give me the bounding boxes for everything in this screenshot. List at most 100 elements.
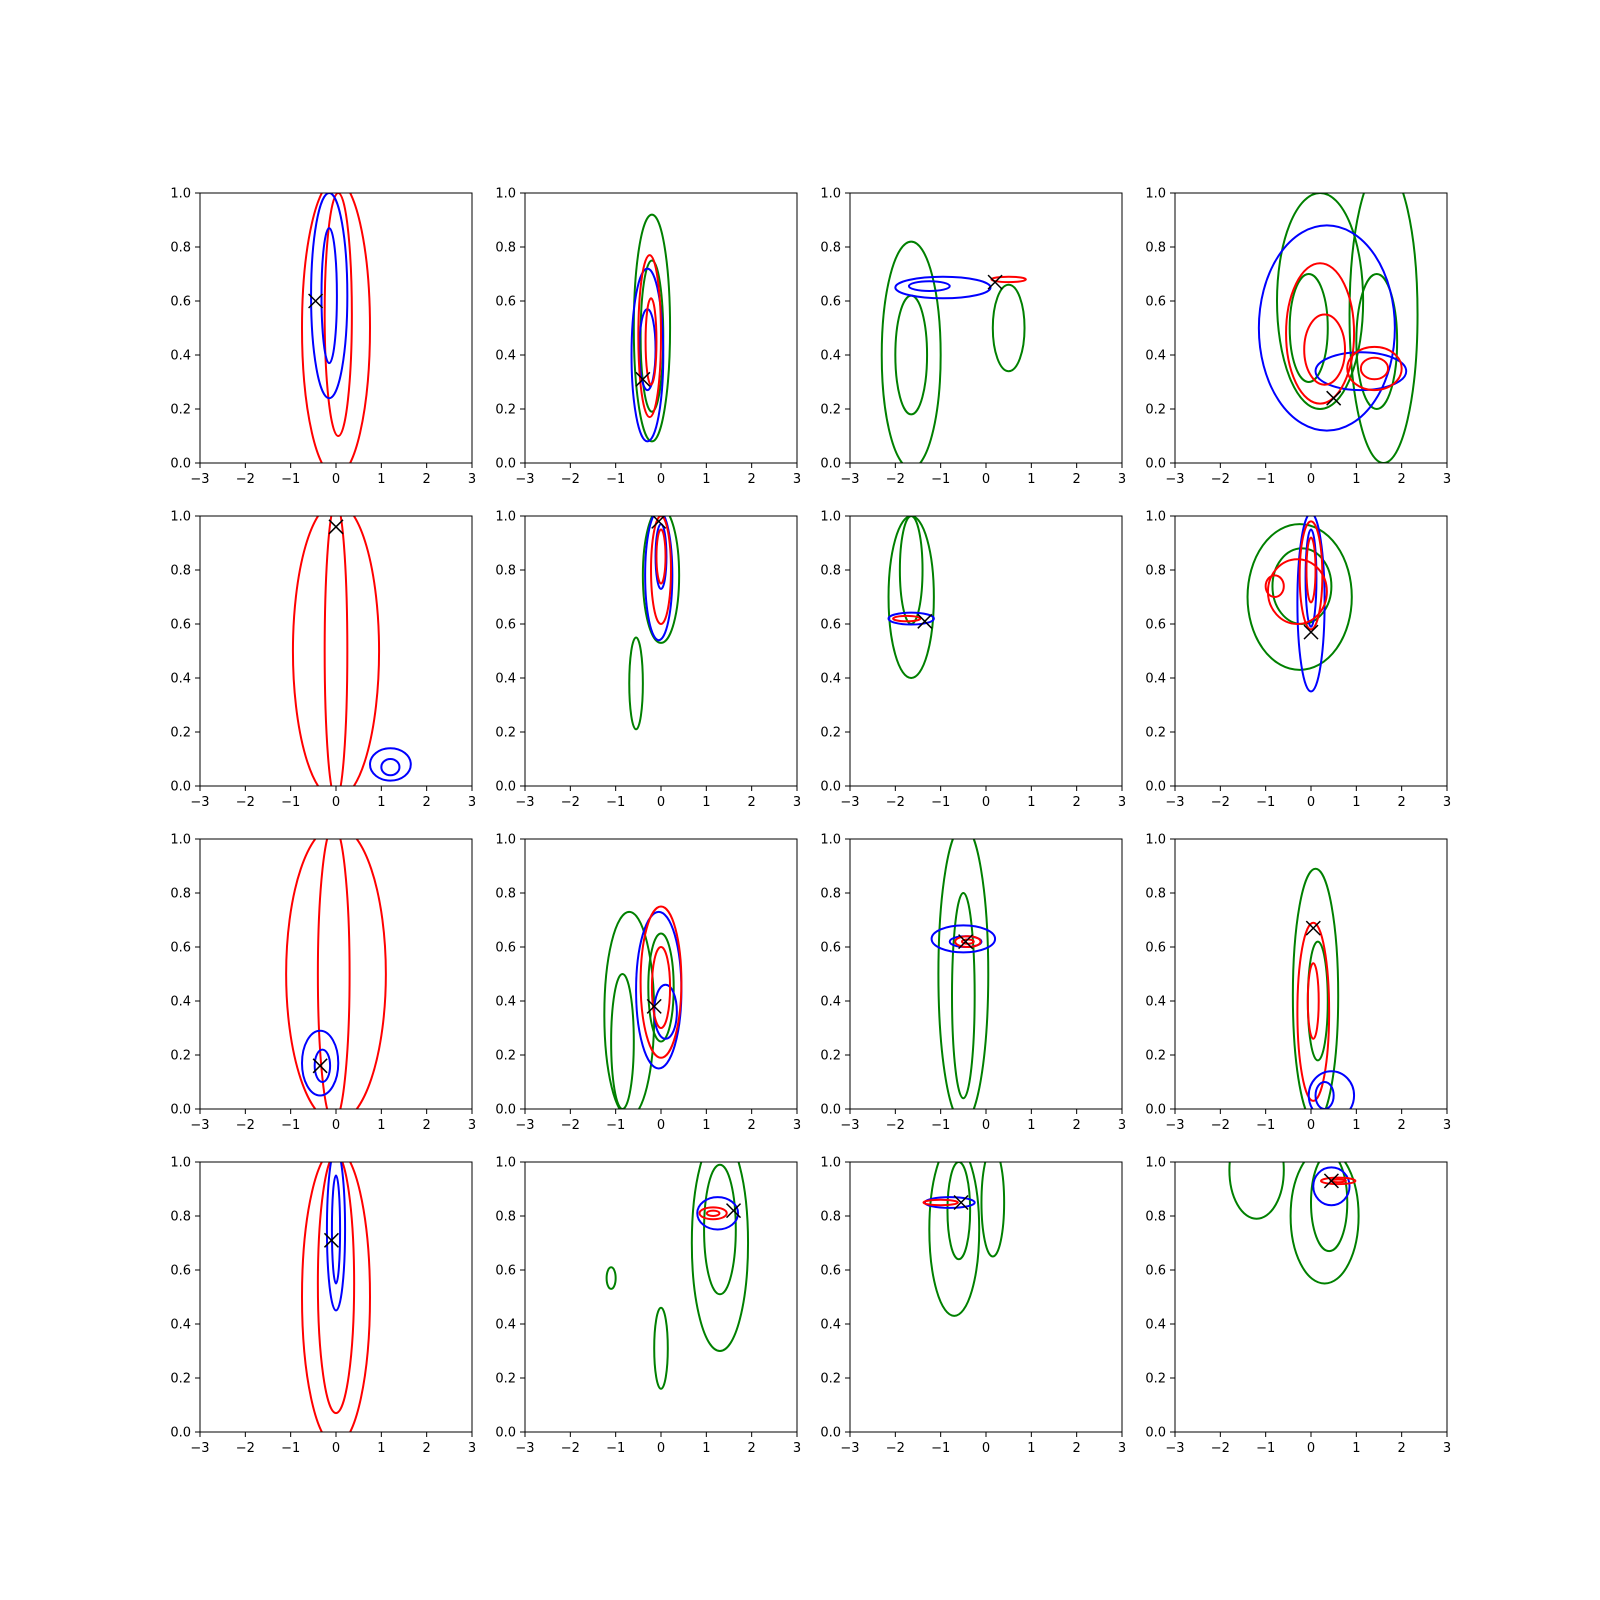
y-tick-label: 0.8: [495, 887, 516, 902]
y-tick-label: 0.2: [820, 1372, 841, 1387]
red-contour-6: [1298, 520, 1324, 631]
x-tick-label: −2: [886, 795, 905, 810]
red-contour-6: [650, 946, 672, 1029]
marker-x: [312, 1058, 328, 1074]
x-tick-label: −1: [1256, 472, 1275, 487]
red-contour-4: [922, 1198, 959, 1207]
blue-contour-4: [1257, 224, 1396, 432]
y-tick-label: 0.0: [170, 780, 191, 795]
x-tick-label: 0: [982, 1118, 990, 1133]
y-tick-label: 1.0: [495, 187, 516, 202]
axes-frame: [1174, 515, 1448, 787]
plot-area: [603, 905, 683, 1109]
x-tick-label: −2: [886, 472, 905, 487]
y-tick-label: 0.4: [1145, 1318, 1166, 1333]
y-tick-label: 0.2: [495, 726, 516, 741]
y-tick-label: 1.0: [1145, 187, 1166, 202]
y-tick-label: 0.6: [1145, 941, 1166, 956]
marker-x: [646, 998, 662, 1014]
y-tick-label: 0.8: [170, 1210, 191, 1225]
marker-x: [726, 1203, 742, 1219]
blue-contour-2: [930, 924, 997, 954]
y-tick-label: 0.2: [170, 403, 191, 418]
x-tick-label: −1: [931, 1441, 950, 1456]
x-tick-label: 0: [982, 795, 990, 810]
y-tick-label: 0.8: [170, 564, 191, 579]
x-tick-label: 0: [332, 1441, 340, 1456]
x-tick-label: 2: [423, 795, 431, 810]
y-tick-label: 0.4: [170, 672, 191, 687]
plot-area: [930, 839, 997, 1109]
y-tick-label: 0.2: [495, 403, 516, 418]
red-contour-3: [1306, 962, 1320, 1040]
green-contour-1: [1348, 193, 1419, 463]
y-tick-label: 0.0: [170, 457, 191, 472]
y-tick-label: 0.2: [1145, 403, 1166, 418]
y-tick-label: 0.4: [495, 1318, 516, 1333]
x-tick-label: 0: [1307, 1441, 1315, 1456]
y-tick-label: 0.4: [1145, 995, 1166, 1010]
x-tick-label: −3: [190, 795, 209, 810]
y-tick-label: 0.4: [170, 1318, 191, 1333]
y-tick-label: 0.6: [820, 941, 841, 956]
y-tick-label: 0.2: [1145, 1049, 1166, 1064]
subplot-r0-c3: −3 −2 −1 0 1 2 3 0.0 0.2 0.4 0.6 0.8 1.0: [1145, 187, 1451, 488]
x-tick-label: −1: [281, 472, 300, 487]
x-tick-label: −1: [931, 472, 950, 487]
marker-x: [1305, 920, 1321, 936]
green-contour-3: [1355, 273, 1399, 410]
y-tick-label: 0.6: [1145, 618, 1166, 633]
red-contour-1: [323, 516, 349, 786]
subplot-r2-c0: −3 −2 −1 0 1 2 3 0.0 0.2 0.4 0.6 0.8 1.0: [170, 833, 476, 1134]
x-tick-label: 1: [702, 795, 710, 810]
x-tick-label: −2: [1211, 1118, 1230, 1133]
y-tick-label: 0.0: [170, 1426, 191, 1441]
x-tick-label: −3: [515, 1118, 534, 1133]
plot-area: [630, 213, 672, 443]
x-tick-label: −3: [190, 1441, 209, 1456]
y-tick-label: 0.8: [1145, 1210, 1166, 1225]
y-tick-label: 1.0: [820, 833, 841, 848]
x-tick-label: 2: [1073, 795, 1081, 810]
y-tick-label: 0.0: [820, 1426, 841, 1441]
green-contour-2: [991, 283, 1026, 373]
y-tick-label: 0.0: [495, 1426, 516, 1441]
red-contour-6: [705, 1209, 721, 1218]
red-contour-0: [291, 516, 381, 786]
y-tick-label: 0.6: [170, 295, 191, 310]
red-contour-4: [954, 935, 982, 948]
y-tick-label: 1.0: [1145, 510, 1166, 525]
x-tick-label: 1: [1027, 1118, 1035, 1133]
blue-contour-3: [330, 1174, 342, 1285]
axes-frame: [849, 192, 1123, 464]
blue-contour-2: [369, 747, 412, 782]
axes-frame: [524, 515, 798, 787]
x-tick-label: −3: [1165, 1441, 1184, 1456]
green-contour-1: [946, 1162, 972, 1261]
green-contour-2: [647, 932, 675, 1043]
green-contour-2: [1288, 273, 1329, 383]
y-tick-label: 0.0: [495, 780, 516, 795]
marker-x: [958, 934, 974, 950]
x-tick-label: 3: [468, 795, 476, 810]
plot-area: [880, 240, 1027, 463]
x-tick-label: 1: [377, 472, 385, 487]
green-contour-2: [1228, 1162, 1285, 1220]
y-tick-label: 0.0: [170, 1103, 191, 1118]
x-tick-label: −2: [561, 1118, 580, 1133]
red-contour-8: [1346, 345, 1403, 392]
green-contour-3: [653, 1306, 669, 1390]
blue-contour-2: [644, 516, 674, 642]
x-tick-label: 2: [1073, 1441, 1081, 1456]
x-tick-label: 2: [1398, 795, 1406, 810]
x-tick-label: 2: [1398, 1441, 1406, 1456]
y-tick-label: 0.8: [170, 241, 191, 256]
x-tick-label: −1: [1256, 1441, 1275, 1456]
y-tick-label: 0.8: [1145, 564, 1166, 579]
blue-contour-3: [1304, 528, 1318, 628]
red-contour-4: [1319, 1176, 1357, 1186]
x-tick-label: 3: [468, 1441, 476, 1456]
y-tick-label: 1.0: [495, 1156, 516, 1171]
x-tick-label: 3: [468, 1118, 476, 1133]
subplot-r3-c0: −3 −2 −1 0 1 2 3 0.0 0.2 0.4 0.6 0.8 1.0: [170, 1156, 476, 1457]
